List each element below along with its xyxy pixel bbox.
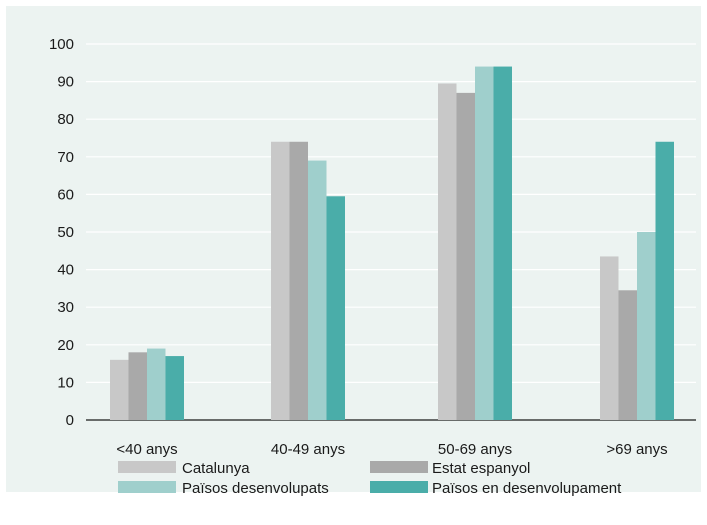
bar-2-1 (128, 352, 147, 420)
bar-1-3 (438, 83, 457, 420)
legend-label-3: Països desenvolupats (182, 480, 329, 497)
bar-chart: 0 10 20 30 40 50 60 70 80 90 100 <40 anys 40-49 any… (49, 36, 696, 497)
legend-label-2: Estat espanyol (432, 460, 530, 477)
bar-3-1 (147, 348, 166, 420)
x-axis: <40 anys 40-49 anys 50-69 anys >69 anys (116, 441, 667, 458)
legend-label-1: Catalunya (182, 460, 250, 477)
bar-3-2 (308, 160, 327, 420)
y-tick-label: 20 (57, 337, 74, 354)
x-tick-label: 40-49 anys (271, 441, 345, 458)
bar-4-3 (493, 66, 512, 420)
legend-swatch-4 (370, 481, 428, 493)
y-tick-label: 0 (66, 412, 74, 429)
bar-4-1 (165, 356, 184, 420)
chart-frame: 0 10 20 30 40 50 60 70 80 90 100 <40 anys 40-49 any… (6, 6, 701, 497)
bar-1-2 (271, 141, 290, 420)
legend-swatch-1 (118, 461, 176, 473)
legend-label-4: Països en desenvolupament (432, 480, 622, 497)
bar-3-4 (637, 232, 656, 420)
y-axis: 0 10 20 30 40 50 60 70 80 90 100 (49, 36, 74, 429)
y-tick-label: 50 (57, 224, 74, 241)
bar-2-4 (618, 290, 637, 420)
x-tick-label: 50-69 anys (438, 441, 512, 458)
gridlines (86, 43, 696, 421)
bar-4-4 (655, 141, 674, 420)
legend-swatch-3 (118, 481, 176, 493)
y-tick-label: 30 (57, 299, 74, 316)
bar-2-2 (289, 141, 308, 420)
bar-4-2 (326, 196, 345, 420)
bars (110, 66, 674, 420)
y-tick-label: 70 (57, 149, 74, 166)
bar-1-1 (110, 359, 129, 420)
x-tick-label: >69 anys (606, 441, 667, 458)
x-tick-label: <40 anys (116, 441, 177, 458)
y-tick-label: 80 (57, 111, 74, 128)
y-tick-label: 10 (57, 374, 74, 391)
y-tick-label: 90 (57, 74, 74, 91)
bar-1-4 (600, 256, 619, 420)
y-tick-label: 40 (57, 262, 74, 279)
y-tick-label: 100 (49, 36, 74, 53)
y-tick-label: 60 (57, 186, 74, 203)
legend-swatch-2 (370, 461, 428, 473)
bar-2-3 (456, 92, 475, 420)
bar-3-3 (475, 66, 494, 420)
legend: Catalunya Estat espanyol Països desenvolup… (118, 460, 622, 497)
